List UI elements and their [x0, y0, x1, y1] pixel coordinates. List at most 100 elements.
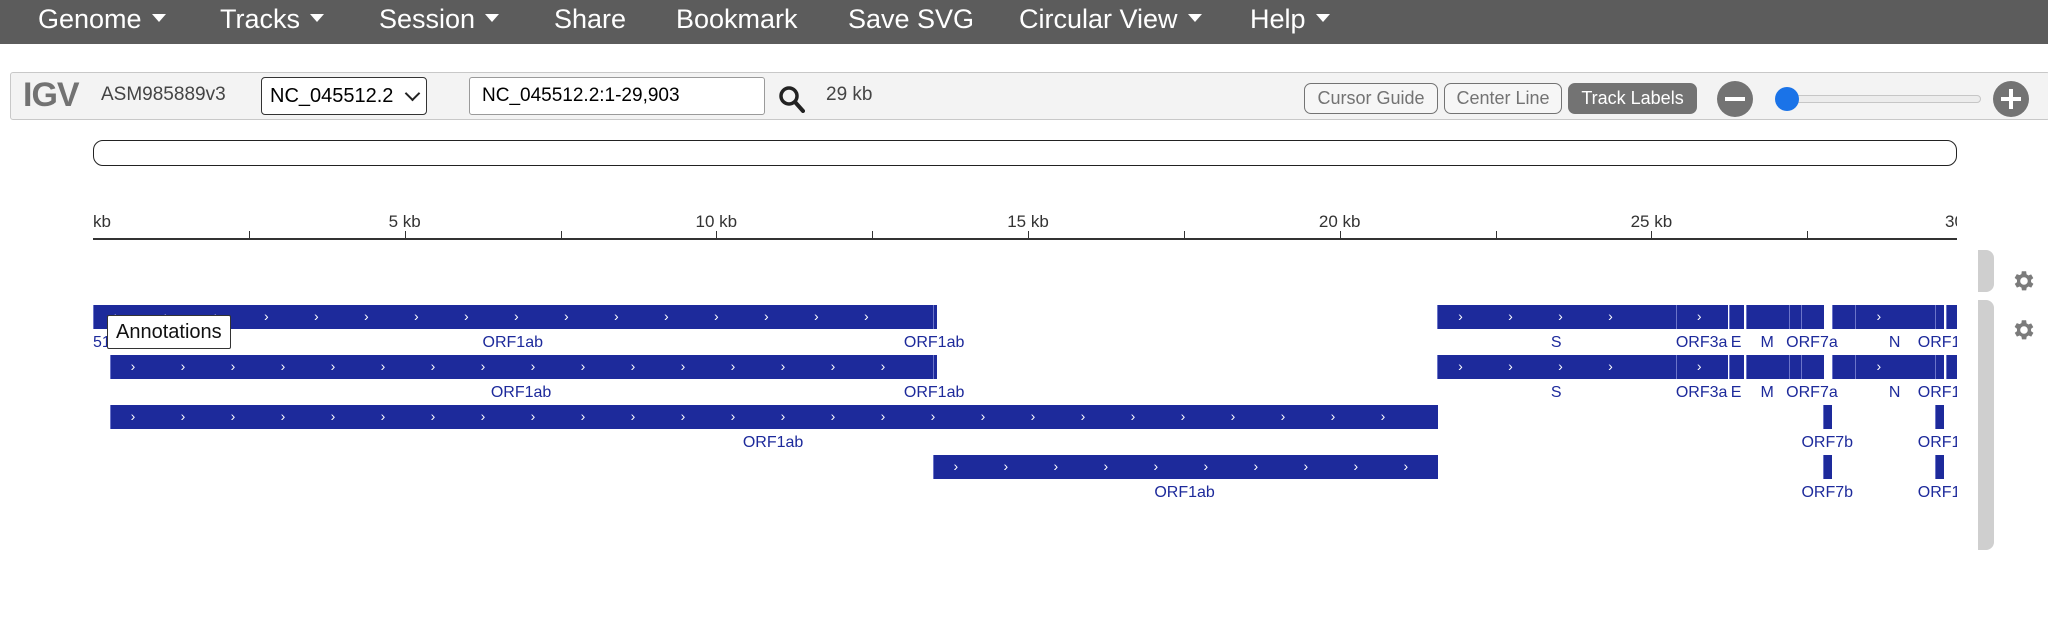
chevron-down-icon	[310, 13, 324, 22]
feature-s[interactable]: › › › ›	[1437, 355, 1677, 379]
nav-help-menu[interactable]: Help	[1250, 0, 1330, 40]
strand-arrow-icon	[1747, 355, 1789, 379]
feature-orf7a[interactable]	[1800, 305, 1825, 329]
ruler-tick	[1028, 231, 1030, 239]
ruler-track[interactable]: kb 5 kb 10 kb 15 kb 20 kb 25 kb 30	[93, 200, 1957, 245]
ruler-tick	[1651, 231, 1653, 239]
feature-s[interactable]: › › › ›	[1437, 305, 1677, 329]
feature-orf1ab[interactable]	[932, 305, 937, 329]
feature-unnamed[interactable]	[1788, 305, 1802, 329]
feature-e[interactable]	[1728, 355, 1745, 379]
feature-label: E	[1730, 384, 1742, 401]
feature-label: ORF1	[1917, 434, 1957, 451]
feature-orf1[interactable]	[1935, 405, 1944, 429]
feature-m[interactable]	[1746, 305, 1789, 329]
nav-bookmark-link[interactable]: Bookmark	[676, 4, 798, 34]
feature-label: E	[1730, 334, 1742, 351]
feature-n[interactable]: ›	[1855, 355, 1935, 379]
feature-label: N	[1888, 334, 1901, 351]
feature-label: N	[1888, 384, 1901, 401]
locus-search-input[interactable]	[469, 77, 765, 115]
window-size-label: 29 kb	[826, 84, 873, 105]
feature-orf7b[interactable]	[1823, 455, 1833, 479]
igv-logo: IGV	[23, 76, 80, 114]
chevron-down-icon	[1187, 13, 1202, 22]
feature-unnamed[interactable]	[1788, 355, 1802, 379]
zoom-in-button[interactable]	[1993, 81, 2029, 117]
feature-orf7a[interactable]	[1800, 355, 1825, 379]
feature-orf1ab[interactable]: › › › › › › › › › › › › › › › › › › › › › › › › › ›	[109, 405, 1438, 429]
ruler-tick	[1807, 231, 1809, 239]
feature-orf1[interactable]	[1935, 355, 1944, 379]
feature-orf7b[interactable]	[1823, 405, 1833, 429]
feature-label: ORF7a	[1786, 384, 1838, 401]
feature-label: ORF1ab	[1154, 484, 1215, 501]
track-labels-button[interactable]: Track Labels	[1568, 83, 1697, 114]
strand-arrow-icon: ›	[1876, 308, 1882, 324]
ruler-tick-label: 5 kb	[388, 212, 421, 231]
track-name-label: Annotations	[107, 315, 231, 349]
cursor-guide-button[interactable]: Cursor Guide	[1304, 83, 1438, 114]
annotation-track[interactable]: ››››››››››››››››ORF1abORF1ab››››S›ORF3aE…	[93, 305, 1957, 515]
feature-n[interactable]: ›	[1855, 305, 1935, 329]
feature-label: S	[1550, 334, 1562, 351]
zoom-slider-track[interactable]	[1781, 95, 1981, 103]
chevron-down-icon	[485, 13, 500, 22]
gear-icon[interactable]	[2010, 317, 2036, 343]
feature-label: ORF1ab	[903, 384, 965, 401]
feature-orf3a[interactable]: ›	[1675, 355, 1729, 379]
feature-label: ORF3a	[1675, 334, 1728, 351]
nav-tracks-menu[interactable]: Tracks	[220, 0, 324, 40]
feature-label: ORF1ab	[490, 384, 552, 401]
feature-unnamed[interactable]	[1946, 355, 1957, 379]
igv-toolbar: IGV ASM985889v3 NC_045512.2 29 kb Cursor…	[10, 72, 2048, 120]
feature-label: ORF1	[1917, 384, 1957, 401]
nav-circular-view-menu[interactable]: Circular View	[1019, 0, 1202, 40]
zoom-out-button[interactable]	[1717, 81, 1753, 117]
center-line-button[interactable]: Center Line	[1444, 83, 1562, 114]
ruler-track-drag-handle[interactable]	[1978, 250, 1994, 292]
gear-icon[interactable]	[2010, 268, 2036, 294]
genome-label: ASM985889v3	[101, 84, 226, 105]
feature-orf1[interactable]	[1935, 455, 1944, 479]
feature-orf1ab[interactable]	[932, 355, 937, 379]
chromosome-select[interactable]: NC_045512.2	[261, 77, 427, 115]
nav-session-menu[interactable]: Session	[379, 0, 500, 40]
strand-arrow-icon: ›	[1696, 308, 1702, 324]
ruler-tick	[1183, 231, 1185, 239]
feature-label: ORF1ab	[742, 434, 804, 451]
feature-orf1ab[interactable]: › › › › › › › › › ›	[932, 455, 1438, 479]
strand-arrow-icon: ›	[1696, 358, 1702, 374]
feature-label: ORF1ab	[903, 334, 965, 351]
nav-genome-menu[interactable]: Genome	[38, 0, 166, 40]
ruler-tick	[248, 231, 250, 239]
feature-label: ORF7a	[1786, 334, 1838, 351]
chromosome-ideogram[interactable]	[93, 140, 1957, 166]
ruler-tick-label: kb	[93, 212, 111, 231]
zoom-slider-thumb[interactable]	[1774, 87, 1799, 111]
feature-unnamed[interactable]	[1946, 305, 1957, 329]
feature-unnamed[interactable]	[1831, 355, 1856, 379]
ruler-tick-label: 10 kb	[695, 212, 738, 231]
chevron-down-icon	[404, 85, 421, 102]
ruler-tick	[872, 231, 874, 239]
strand-arrow-icon: › › › › › › › › › ›	[953, 458, 1409, 474]
feature-orf1[interactable]	[1935, 305, 1944, 329]
nav-share-link[interactable]: Share	[554, 4, 627, 34]
nav-save-svg-link[interactable]: Save SVG	[848, 4, 975, 34]
feature-orf3a[interactable]: ›	[1675, 305, 1729, 329]
ruler-tick	[560, 231, 562, 239]
feature-label: ORF1	[1917, 484, 1957, 501]
ruler-tick	[404, 231, 406, 239]
feature-label: ORF7b	[1801, 434, 1854, 451]
strand-arrow-icon: › › › › › › › › › › › › › › › › › › › › › › › › › ›	[130, 408, 1386, 424]
search-icon[interactable]	[779, 85, 805, 113]
feature-unnamed[interactable]	[1831, 305, 1856, 329]
feature-orf1ab[interactable]: ››››››››››››››››	[109, 355, 934, 379]
chromosome-select-value: NC_045512.2	[270, 85, 394, 107]
feature-m[interactable]	[1746, 355, 1789, 379]
feature-e[interactable]	[1728, 305, 1745, 329]
annotation-track-drag-handle[interactable]	[1978, 300, 1994, 550]
ruler-tick-label: 20 kb	[1318, 212, 1361, 231]
feature-label: ORF3a	[1675, 384, 1728, 401]
